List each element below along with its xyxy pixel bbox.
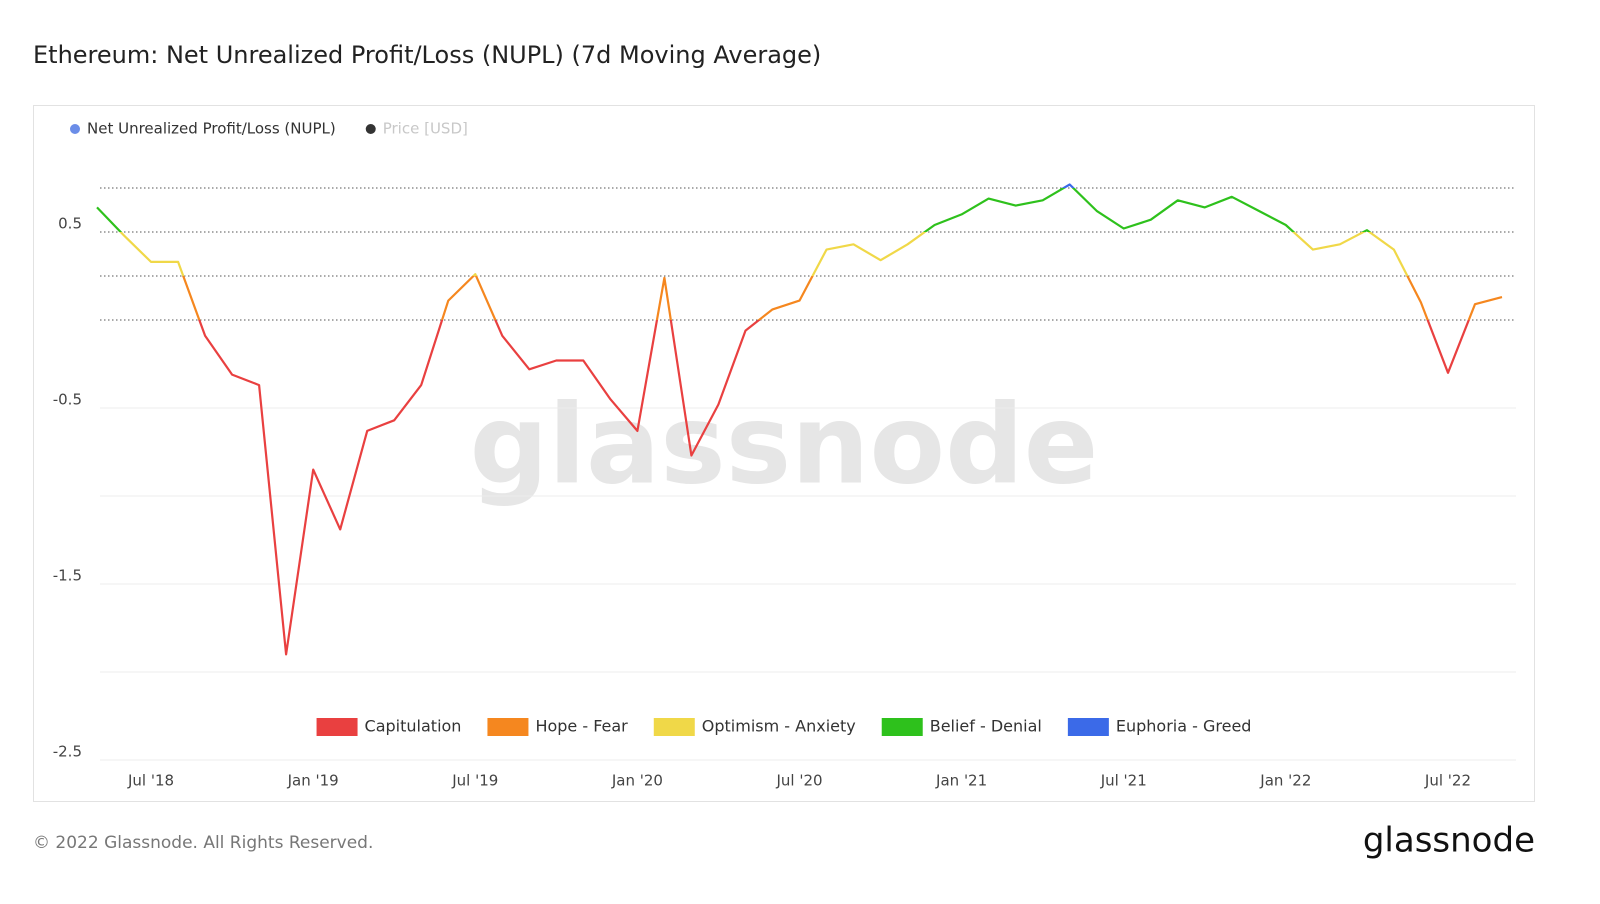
x-tick-label: Jul '20 bbox=[775, 772, 822, 790]
x-tick-label: Jan '21 bbox=[935, 772, 987, 790]
logo: glassnode bbox=[1363, 821, 1535, 861]
y-tick-label: -2.5 bbox=[53, 743, 82, 761]
legend-label: Capitulation bbox=[365, 717, 462, 736]
legend-label: Optimism - Anxiety bbox=[702, 717, 856, 736]
legend-label: Price [USD] bbox=[383, 120, 468, 138]
x-tick-label: Jul '19 bbox=[451, 772, 498, 790]
y-tick-label: -1.5 bbox=[53, 567, 82, 585]
x-tick-label: Jul '21 bbox=[1100, 772, 1147, 790]
legend-label: Net Unrealized Profit/Loss (NUPL) bbox=[87, 120, 336, 138]
legend-label: Euphoria - Greed bbox=[1116, 717, 1252, 736]
legend-marker bbox=[70, 124, 80, 134]
legend-label: Hope - Fear bbox=[535, 717, 628, 736]
x-tick-label: Jul '18 bbox=[127, 772, 174, 790]
x-tick-label: Jan '22 bbox=[1259, 772, 1311, 790]
footer: © 2022 Glassnode. All Rights Reserved. bbox=[33, 833, 373, 853]
x-tick-label: Jul '22 bbox=[1424, 772, 1471, 790]
x-tick-label: Jan '20 bbox=[611, 772, 663, 790]
chart-frame bbox=[33, 105, 1535, 802]
watermark: glassnode bbox=[470, 380, 1099, 508]
legend-marker bbox=[365, 124, 376, 134]
y-tick-label: -0.5 bbox=[53, 391, 82, 409]
nupl-line bbox=[182, 276, 1503, 320]
legend-swatch bbox=[316, 718, 358, 736]
legend-swatch bbox=[487, 718, 529, 736]
legend-label: Belief - Denial bbox=[930, 717, 1042, 736]
legend-swatch bbox=[653, 718, 695, 736]
y-tick-label: 0.5 bbox=[58, 215, 82, 233]
chart-title: Ethereum: Net Unrealized Profit/Loss (NU… bbox=[33, 41, 821, 69]
x-tick-label: Jan '19 bbox=[287, 772, 339, 790]
legend-swatch bbox=[1067, 718, 1109, 736]
nupl-line bbox=[96, 188, 1372, 232]
legend-swatch bbox=[881, 718, 923, 736]
nupl-line bbox=[198, 320, 1470, 656]
